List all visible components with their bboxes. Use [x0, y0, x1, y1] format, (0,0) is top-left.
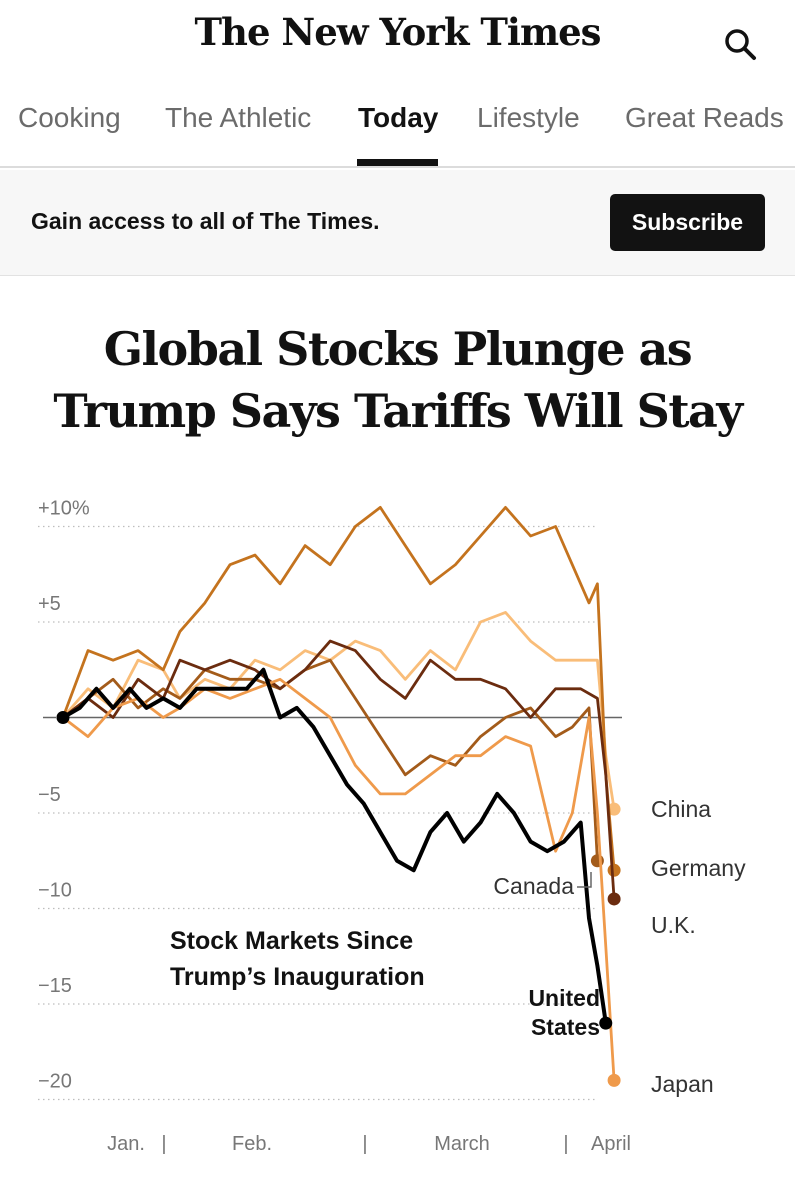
series-line-germany	[61, 506, 616, 872]
series-label-japan: Japan	[651, 1071, 714, 1097]
section-nav: Cooking The Athletic Today Lifestyle Gre…	[0, 92, 795, 168]
x-tick-label: Feb.	[232, 1133, 272, 1155]
search-icon[interactable]	[722, 26, 758, 62]
active-tab-indicator	[357, 159, 438, 166]
nav-item-great-reads[interactable]: Great Reads	[625, 102, 784, 133]
y-tick-label: +10%	[38, 498, 90, 520]
series-line-united-states	[61, 667, 608, 1026]
y-tick-label: −10	[38, 880, 72, 902]
series-label-states: States	[531, 1014, 600, 1040]
y-tick-label: −15	[38, 975, 72, 997]
series-endpoint-united-states	[599, 1016, 613, 1030]
headline-line-1: Global Stocks Plunge as	[103, 322, 693, 376]
article-headline[interactable]: Global Stocks Plunge as Trump Says Tarif…	[0, 318, 795, 442]
nav-item-today[interactable]: Today	[358, 102, 439, 133]
series-label-germany: Germany	[651, 855, 746, 881]
series-endpoint-japan	[607, 1073, 621, 1087]
subscribe-button[interactable]: Subscribe	[610, 194, 765, 251]
nav-item-lifestyle[interactable]: Lifestyle	[477, 102, 580, 133]
series-start-point	[56, 711, 70, 724]
y-tick-label: −5	[38, 784, 61, 806]
series-label-united: United	[528, 985, 600, 1011]
series-label-china: China	[651, 796, 711, 822]
x-tick-label: Jan.	[107, 1133, 145, 1155]
y-tick-label: +5	[38, 593, 61, 615]
nav-item-cooking[interactable]: Cooking	[18, 102, 121, 133]
x-tick-label: April	[591, 1133, 631, 1155]
x-tick-label: March	[434, 1133, 490, 1155]
x-tick-separator: |	[161, 1133, 166, 1155]
series-endpoint-u-k	[607, 892, 621, 906]
series-endpoint-china	[607, 802, 621, 816]
nyt-logo[interactable]: The New York Times	[194, 10, 602, 54]
chart-title-line-1: Stock Markets Since	[170, 927, 413, 955]
y-tick-label: −20	[38, 1071, 72, 1093]
nav-item-the-athletic[interactable]: The Athletic	[165, 102, 312, 133]
series-line-japan	[61, 677, 616, 1082]
masthead: The New York Times	[0, 0, 795, 78]
stock-markets-chart: +10% +5 −5 −10 −15 −20 Jan. | Feb. | March | April Ch…	[38, 498, 746, 1155]
series-line-canada	[61, 658, 599, 863]
promo-text: Gain access to all of The Times.	[31, 208, 380, 234]
chart-title-line-2: Trump’s Inauguration	[170, 963, 425, 991]
series-label-canada: Canada	[493, 873, 574, 899]
canada-leader-line	[577, 872, 592, 888]
series-endpoint-germany	[607, 863, 621, 877]
x-tick-separator: |	[362, 1133, 367, 1155]
subscribe-banner: Gain access to all of The Times. Subscri…	[0, 170, 795, 276]
headline-line-2: Trump Says Tariffs Will Stay	[53, 384, 743, 438]
series-label-uk: U.K.	[651, 912, 696, 938]
x-tick-separator: |	[563, 1133, 568, 1155]
